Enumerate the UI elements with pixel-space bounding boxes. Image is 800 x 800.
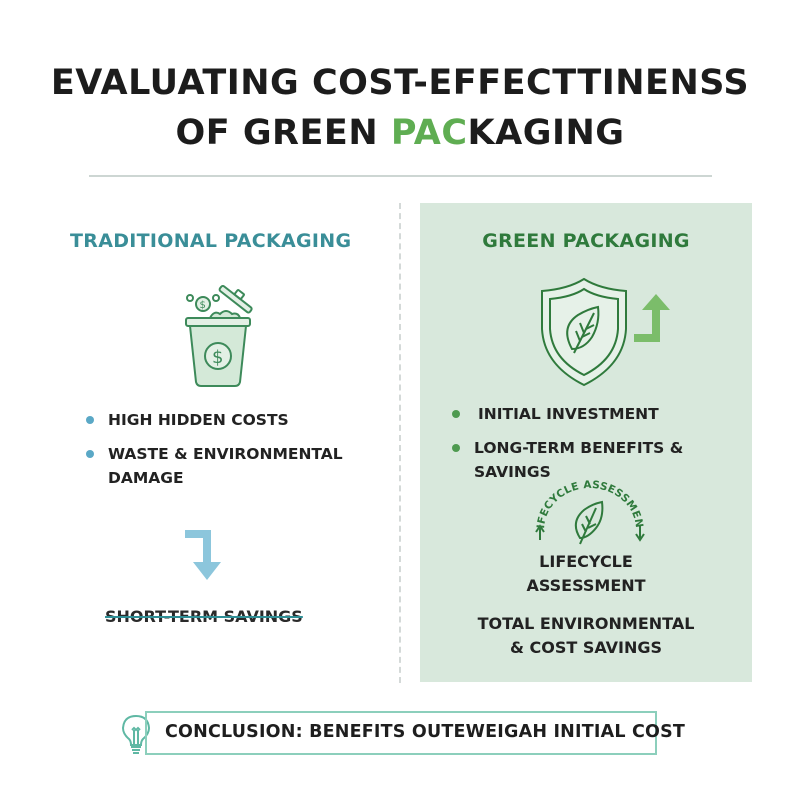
list-item: INITIAL INVESTMENT <box>452 402 752 426</box>
traditional-bullet-list: HIGH HIDDEN COSTS WASTE & ENVIRONMENTAL … <box>86 408 356 500</box>
title-highlight: PAC <box>390 113 468 153</box>
green-bullet-list: INITIAL INVESTMENT LONG-TERM BENEFITS & … <box>452 402 752 494</box>
arrow-down-turn-icon <box>185 528 229 582</box>
svg-text:$: $ <box>212 347 223 368</box>
column-divider <box>399 203 401 683</box>
bullet-dot <box>452 444 460 452</box>
svg-text:$: $ <box>200 300 206 311</box>
title-line-1: EVALUATING COST-EFFECTTINENSS <box>50 63 750 103</box>
trash-can-dollar-icon: $ $ <box>180 278 260 388</box>
title-suffix: KAGING <box>467 113 625 153</box>
page-title: EVALUATING COST-EFFECTTINENSS OF GREEN P… <box>0 58 800 158</box>
bullet-dot <box>86 450 94 458</box>
list-item: HIGH HIDDEN COSTS <box>86 408 356 432</box>
shield-leaf-icon <box>538 277 632 387</box>
arrow-up-turn-icon <box>632 292 674 344</box>
list-item: LONG-TERM BENEFITS & SAVINGS <box>452 436 752 484</box>
traditional-heading: TRADITIONAL PACKAGING <box>70 230 352 252</box>
bullet-dot <box>452 410 460 418</box>
lifecycle-arc-text: LIFECYCLE ASSESSMENT <box>526 469 645 529</box>
total-savings-label: TOTAL ENVIRONMENTAL & COST SAVINGS <box>477 614 695 657</box>
bullet-dot <box>86 416 94 424</box>
list-item: WASTE & ENVIRONMENTAL DAMAGE <box>86 442 356 490</box>
lifecycle-assessment-label: LIFECYCLE ASSESSMENT <box>526 552 646 595</box>
title-line-2: OF GREEN PACKAGING <box>0 108 800 158</box>
green-heading: GREEN PACKAGING <box>482 230 690 252</box>
title-divider <box>89 175 712 177</box>
title-prefix: OF GREEN <box>175 113 391 153</box>
lightbulb-icon <box>120 714 152 756</box>
conclusion-text: CONCLUSION: BENEFITS OUTEWEIGAH INITIAL … <box>165 722 686 742</box>
leaf-cycle-icon: LIFECYCLE ASSESSMENT <box>526 469 650 550</box>
conclusion-box-left-edge <box>145 711 147 755</box>
conclusion-box <box>145 711 657 755</box>
short-term-savings-struck: SHORT-TERM SAVINGS <box>105 607 303 626</box>
svg-text:LIFECYCLE ASSESSMENT: LIFECYCLE ASSESSMENT <box>530 478 645 529</box>
